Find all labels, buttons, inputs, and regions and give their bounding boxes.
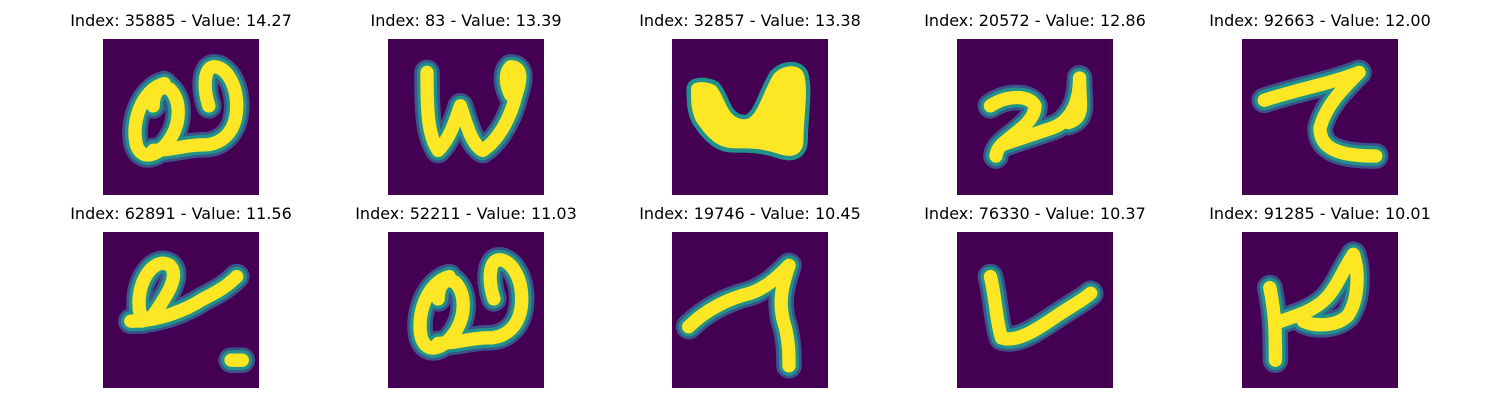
glyph-stroke (682, 258, 796, 373)
panel-title: Index: 83 - Value: 13.39 (370, 11, 562, 30)
glyph-stroke (413, 269, 470, 355)
glyph-stroke (146, 60, 244, 158)
image-panel: Index: 91285 - Value: 10.01 (1170, 205, 1470, 395)
digit-image (1242, 232, 1398, 388)
panel-title: Index: 35885 - Value: 14.27 (70, 11, 292, 30)
image-panel: Index: 76330 - Value: 10.37 (885, 205, 1185, 395)
glyph-stroke (124, 269, 244, 328)
panel-title: Index: 92663 - Value: 12.00 (1209, 11, 1431, 30)
glyph-stroke (686, 61, 811, 161)
glyph-stroke (1257, 65, 1383, 163)
image-panel: Index: 92663 - Value: 12.00 (1170, 12, 1470, 202)
glyph-stroke (431, 253, 529, 351)
panel-title: Index: 76330 - Value: 10.37 (924, 204, 1146, 223)
digit-image (957, 232, 1113, 388)
panel-title: Index: 20572 - Value: 12.86 (924, 11, 1146, 30)
glyph-stroke (1263, 281, 1283, 367)
panel-title: Index: 19746 - Value: 10.45 (639, 204, 861, 223)
digit-image (388, 39, 544, 195)
panel-title: Index: 52211 - Value: 11.03 (355, 204, 577, 223)
digit-image (103, 232, 259, 388)
glyph-stroke (420, 60, 527, 158)
image-panel: Index: 62891 - Value: 11.56 (31, 205, 331, 395)
image-panel: Index: 32857 - Value: 13.38 (600, 12, 900, 202)
panel-title: Index: 62891 - Value: 11.56 (70, 204, 292, 223)
digit-image (672, 39, 828, 195)
glyph-stroke (1274, 247, 1364, 332)
glyph-stroke (128, 76, 185, 162)
image-panel: Index: 20572 - Value: 12.86 (885, 12, 1185, 202)
digit-image (672, 232, 828, 388)
digit-image (388, 232, 544, 388)
image-panel: Index: 83 - Value: 13.39 (316, 12, 616, 202)
glyph-stroke (989, 138, 1009, 163)
image-panel: Index: 52211 - Value: 11.03 (316, 205, 616, 395)
glyph-stroke (983, 269, 1098, 346)
digit-image (957, 39, 1113, 195)
image-panel: Index: 19746 - Value: 10.45 (600, 205, 900, 395)
digit-image (103, 39, 259, 195)
image-panel: Index: 35885 - Value: 14.27 (31, 12, 331, 202)
panel-title: Index: 32857 - Value: 13.38 (639, 11, 861, 30)
digit-image (1242, 39, 1398, 195)
panel-title: Index: 91285 - Value: 10.01 (1209, 204, 1431, 223)
